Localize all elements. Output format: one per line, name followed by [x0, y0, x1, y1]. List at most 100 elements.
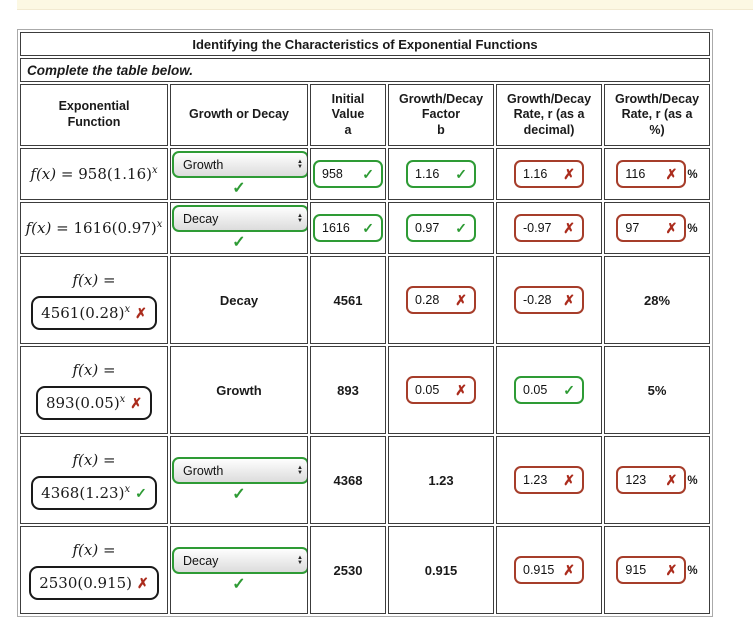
rate-decimal-input[interactable]: -0.28 ✗ — [514, 286, 584, 314]
function-answer-box[interactable]: 893(0.05)x ✗ — [35, 385, 153, 420]
table-row: f(x) = 4561(0.28)x ✗ Decay 4561 0.28 ✗ -0… — [20, 256, 710, 344]
function-label: f(x) = — [30, 164, 74, 183]
selected-option: Decay — [183, 553, 219, 568]
factor-cell: 0.97 ✓ — [388, 202, 494, 254]
incorrect-icon: ✗ — [563, 166, 575, 182]
initial-value-cell: 2530 — [310, 526, 386, 614]
table-row: f(x) = 958(1.16)x Growth ▲ ▼ ✓ 958 ✓ 1.16 ✓… — [20, 148, 710, 200]
correct-icon: ✓ — [563, 382, 575, 398]
rate-percent-input[interactable]: 915 ✗ — [616, 556, 687, 584]
rate-decimal-cell: -0.97 ✗ — [496, 202, 602, 254]
correct-icon: ✓ — [232, 576, 246, 593]
percent-suffix: % — [687, 223, 698, 236]
incorrect-icon: ✗ — [455, 382, 467, 398]
table-row: f(x) = 2530(0.915) ✗ Decay ▲ ▼ ✓ 2530 0.9… — [20, 526, 710, 614]
dropdown-stepper-icon: ▲ ▼ — [297, 212, 303, 224]
function-cell: f(x) = 4368(1.23)x ✓ — [20, 436, 168, 524]
incorrect-icon: ✗ — [563, 562, 575, 578]
col-header-rate-percent: Growth/Decay Rate, r (as a %) — [604, 84, 710, 146]
function-answer-box[interactable]: 4561(0.28)x ✗ — [31, 295, 157, 330]
function-exponent: x — [151, 164, 158, 176]
worksheet-table: Identifying the Characteristics of Expon… — [17, 29, 713, 617]
page-title: Identifying the Characteristics of Expon… — [20, 32, 710, 56]
incorrect-icon: ✗ — [665, 166, 678, 182]
incorrect-icon: ✗ — [135, 304, 147, 321]
growth-decay-cell: Decay ▲ ▼ ✓ — [170, 526, 308, 614]
incorrect-icon: ✗ — [665, 562, 678, 578]
dropdown-stepper-icon: ▲ ▼ — [297, 158, 303, 170]
function-cell: f(x) = 2530(0.915) ✗ — [20, 526, 168, 614]
dropdown-stepper-icon: ▲ ▼ — [297, 554, 303, 566]
selected-option: Growth — [183, 157, 224, 172]
factor-cell: 0.05 ✗ — [388, 346, 494, 434]
correct-icon: ✓ — [232, 234, 246, 251]
factor-input[interactable]: 0.28 ✗ — [406, 286, 476, 314]
function-label: f(x) = — [72, 270, 116, 289]
factor-cell: 0.28 ✗ — [388, 256, 494, 344]
instruction-text: Complete the table below. — [20, 58, 710, 82]
factor-cell: 0.915 — [388, 526, 494, 614]
rate-percent-input[interactable]: 123 ✗ — [616, 466, 687, 494]
col-header-initial-value: Initial Value a — [310, 84, 386, 146]
function-answer-box[interactable]: 2530(0.915) ✗ — [29, 565, 159, 600]
correct-icon: ✓ — [455, 220, 467, 236]
rate-percent-input[interactable]: 116 ✗ — [616, 160, 687, 188]
correct-icon: ✓ — [232, 180, 246, 197]
initial-value-cell: 1616 ✓ — [310, 202, 386, 254]
initial-value-cell: 893 — [310, 346, 386, 434]
incorrect-icon: ✗ — [563, 292, 575, 308]
rate-percent-cell: 123 ✗ % — [604, 436, 710, 524]
percent-suffix: % — [687, 169, 698, 182]
rate-decimal-input[interactable]: -0.97 ✗ — [514, 214, 584, 242]
correct-icon: ✓ — [135, 484, 147, 501]
function-exponent: x — [156, 218, 163, 230]
growth-decay-cell: Decay — [170, 256, 308, 344]
growth-decay-cell: Growth ▲ ▼ ✓ — [170, 148, 308, 200]
rate-percent-cell: 28% — [604, 256, 710, 344]
growth-decay-cell: Growth — [170, 346, 308, 434]
growth-decay-select[interactable]: Decay ▲ ▼ — [172, 547, 307, 574]
incorrect-icon: ✗ — [563, 472, 575, 488]
col-header-growth-decay: Growth or Decay — [170, 84, 308, 146]
selected-option: Decay — [183, 211, 219, 226]
incorrect-icon: ✗ — [455, 292, 467, 308]
factor-input[interactable]: 1.16 ✓ — [406, 160, 476, 188]
function-cell: f(x) = 4561(0.28)x ✗ — [20, 256, 168, 344]
function-label: f(x) = — [72, 540, 116, 559]
initial-value-input[interactable]: 1616 ✓ — [313, 214, 383, 242]
initial-value-input[interactable]: 958 ✓ — [313, 160, 383, 188]
rate-decimal-input[interactable]: 1.16 ✗ — [514, 160, 584, 188]
function-base: 958(1.16) — [78, 164, 152, 183]
incorrect-icon: ✗ — [563, 220, 575, 236]
function-cell: f(x) = 893(0.05)x ✗ — [20, 346, 168, 434]
growth-decay-select[interactable]: Growth ▲ ▼ — [172, 151, 307, 178]
initial-value-cell: 4561 — [310, 256, 386, 344]
rate-decimal-cell: 0.915 ✗ — [496, 526, 602, 614]
growth-decay-select[interactable]: Decay ▲ ▼ — [172, 205, 307, 232]
growth-decay-select[interactable]: Growth ▲ ▼ — [172, 457, 307, 484]
incorrect-icon: ✗ — [665, 472, 678, 488]
function-label: f(x) = — [25, 218, 69, 237]
table-row: f(x) = 893(0.05)x ✗ Growth 893 0.05 ✗ 0.0… — [20, 346, 710, 434]
factor-cell: 1.16 ✓ — [388, 148, 494, 200]
factor-input[interactable]: 0.97 ✓ — [406, 214, 476, 242]
function-cell: f(x) = 1616(0.97)x — [20, 202, 168, 254]
rate-decimal-input[interactable]: 1.23 ✗ — [514, 466, 584, 494]
rate-decimal-input[interactable]: 0.05 ✓ — [514, 376, 584, 404]
incorrect-icon: ✗ — [665, 220, 678, 236]
rate-decimal-input[interactable]: 0.915 ✗ — [514, 556, 584, 584]
function-answer-box[interactable]: 4368(1.23)x ✓ — [31, 475, 157, 510]
function-label: f(x) = — [72, 360, 116, 379]
rate-percent-cell: 5% — [604, 346, 710, 434]
correct-icon: ✓ — [362, 220, 374, 236]
growth-decay-cell: Growth ▲ ▼ ✓ — [170, 436, 308, 524]
factor-input[interactable]: 0.05 ✗ — [406, 376, 476, 404]
rate-percent-input[interactable]: 97 ✗ — [616, 214, 687, 242]
percent-suffix: % — [687, 475, 698, 488]
rate-decimal-cell: 1.16 ✗ — [496, 148, 602, 200]
initial-value-cell: 4368 — [310, 436, 386, 524]
selected-option: Growth — [183, 463, 224, 478]
rate-percent-cell: 915 ✗ % — [604, 526, 710, 614]
correct-icon: ✓ — [455, 166, 467, 182]
rate-percent-cell: 116 ✗ % — [604, 148, 710, 200]
